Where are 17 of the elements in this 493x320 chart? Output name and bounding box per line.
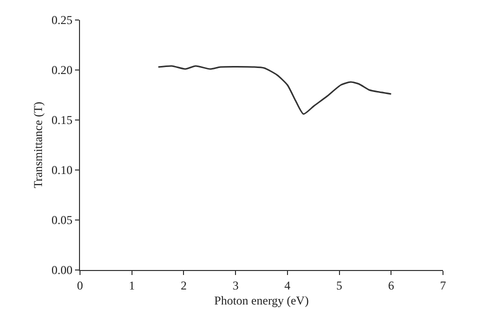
x-tick-label: 3 (232, 278, 239, 292)
y-tick-label: 0.20 (52, 63, 72, 78)
y-axis-title: Transmittance (T) (30, 102, 45, 188)
x-tick-label: 5 (336, 278, 342, 292)
x-tick-label: 4 (284, 278, 290, 292)
line-series (158, 65, 392, 115)
x-tick-label: 7 (440, 278, 446, 292)
x-tick-label: 6 (388, 278, 394, 292)
x-tick-label: 1 (128, 278, 135, 292)
y-tick-label: 0.05 (52, 213, 72, 228)
x-axis-title: Photon energy (eV) (214, 293, 309, 308)
y-tick-label: 0.00 (52, 263, 72, 278)
y-tick-label: 0.15 (52, 113, 72, 128)
x-tick-label: 0 (77, 278, 83, 292)
y-tick-label: 0.10 (52, 163, 72, 178)
x-tick-label: 2 (180, 278, 187, 292)
y-tick-label: 0.25 (52, 13, 72, 28)
